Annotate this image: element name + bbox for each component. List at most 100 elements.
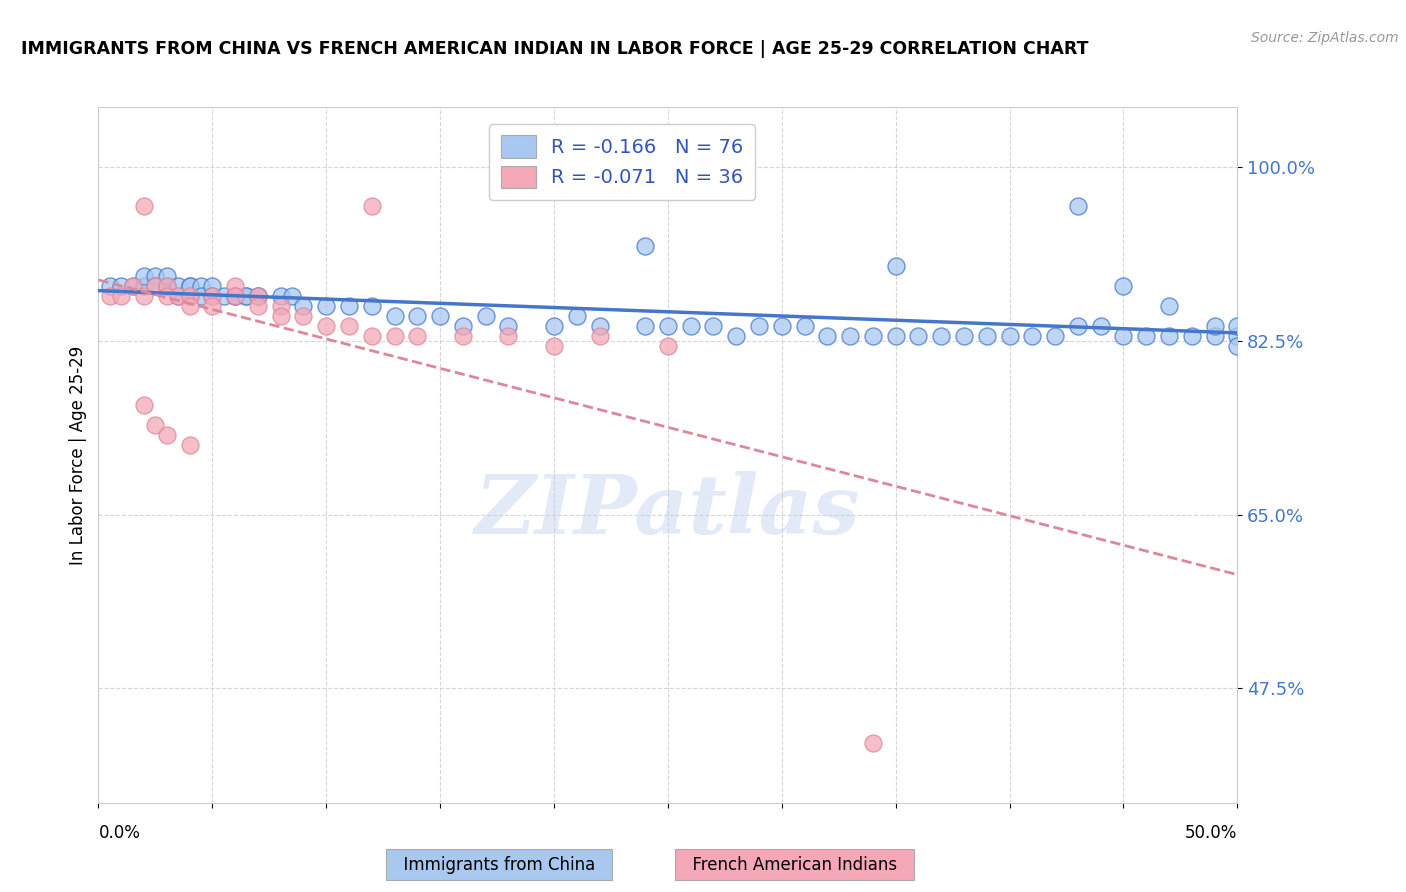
Point bbox=[110, 289, 132, 303]
Point bbox=[270, 309, 292, 323]
Point bbox=[770, 318, 793, 333]
Point bbox=[190, 289, 212, 303]
Point bbox=[1021, 328, 1043, 343]
Point bbox=[224, 279, 246, 293]
Point bbox=[246, 299, 269, 313]
Point bbox=[190, 279, 212, 293]
Point bbox=[543, 318, 565, 333]
Point bbox=[337, 318, 360, 333]
Point bbox=[179, 279, 201, 293]
Y-axis label: In Labor Force | Age 25-29: In Labor Force | Age 25-29 bbox=[69, 345, 87, 565]
Point bbox=[498, 328, 520, 343]
Text: 50.0%: 50.0% bbox=[1185, 823, 1237, 841]
Point bbox=[156, 268, 179, 283]
Point bbox=[224, 289, 246, 303]
Point bbox=[360, 299, 382, 313]
Point bbox=[246, 289, 269, 303]
Point bbox=[132, 398, 155, 412]
Point bbox=[145, 279, 167, 293]
Point bbox=[145, 268, 167, 283]
Point bbox=[1181, 328, 1204, 343]
Point bbox=[156, 279, 179, 293]
Point bbox=[1112, 279, 1135, 293]
Point bbox=[156, 289, 179, 303]
Point bbox=[953, 328, 976, 343]
Point bbox=[246, 289, 269, 303]
Point bbox=[1204, 328, 1226, 343]
Legend: R = -0.166   N = 76, R = -0.071   N = 36: R = -0.166 N = 76, R = -0.071 N = 36 bbox=[489, 124, 755, 200]
Point bbox=[384, 328, 406, 343]
Point bbox=[156, 279, 179, 293]
Point bbox=[1157, 299, 1180, 313]
Point bbox=[270, 289, 292, 303]
Point bbox=[657, 338, 679, 352]
Point bbox=[1226, 328, 1249, 343]
Point bbox=[862, 736, 884, 750]
Point bbox=[498, 318, 520, 333]
Point bbox=[224, 289, 246, 303]
Point bbox=[179, 289, 201, 303]
Point bbox=[907, 328, 929, 343]
Point bbox=[815, 328, 838, 343]
Point bbox=[1226, 318, 1249, 333]
Point bbox=[634, 318, 657, 333]
Point bbox=[406, 328, 429, 343]
Point bbox=[725, 328, 748, 343]
Point bbox=[1135, 328, 1157, 343]
Point bbox=[862, 328, 884, 343]
Point bbox=[132, 289, 155, 303]
Point bbox=[565, 309, 588, 323]
Point bbox=[145, 418, 167, 433]
Text: Immigrants from China: Immigrants from China bbox=[392, 855, 606, 873]
Text: 0.0%: 0.0% bbox=[98, 823, 141, 841]
Point bbox=[292, 309, 315, 323]
Point bbox=[281, 289, 304, 303]
Point bbox=[929, 328, 952, 343]
Point bbox=[179, 438, 201, 452]
Point bbox=[224, 289, 246, 303]
Point bbox=[1043, 328, 1066, 343]
Point bbox=[1090, 318, 1112, 333]
Point bbox=[121, 279, 143, 293]
Point bbox=[179, 299, 201, 313]
Text: French American Indians: French American Indians bbox=[682, 855, 907, 873]
Point bbox=[1067, 318, 1090, 333]
Point bbox=[270, 299, 292, 313]
Point bbox=[679, 318, 702, 333]
Point bbox=[121, 279, 143, 293]
Point bbox=[360, 199, 382, 213]
Point bbox=[1157, 328, 1180, 343]
Point bbox=[634, 239, 657, 253]
Point bbox=[201, 289, 224, 303]
Point bbox=[839, 328, 862, 343]
Point bbox=[884, 328, 907, 343]
Point bbox=[748, 318, 770, 333]
Point bbox=[145, 279, 167, 293]
Point bbox=[451, 318, 474, 333]
Point bbox=[1226, 338, 1249, 352]
Point bbox=[406, 309, 429, 323]
Point bbox=[360, 328, 382, 343]
Point bbox=[1112, 328, 1135, 343]
Point bbox=[1067, 199, 1090, 213]
Point bbox=[167, 289, 190, 303]
Point bbox=[292, 299, 315, 313]
Point bbox=[474, 309, 496, 323]
Point bbox=[543, 338, 565, 352]
Point bbox=[976, 328, 998, 343]
Point bbox=[201, 299, 224, 313]
Point bbox=[246, 289, 269, 303]
Point bbox=[98, 279, 121, 293]
Point bbox=[702, 318, 724, 333]
Point bbox=[132, 279, 155, 293]
Point bbox=[657, 318, 679, 333]
Point bbox=[212, 289, 235, 303]
Point bbox=[588, 328, 610, 343]
Point bbox=[235, 289, 257, 303]
Point bbox=[179, 279, 201, 293]
Point bbox=[132, 199, 155, 213]
Point bbox=[201, 279, 224, 293]
Point bbox=[179, 289, 201, 303]
Text: ZIPatlas: ZIPatlas bbox=[475, 471, 860, 550]
Point bbox=[167, 279, 190, 293]
